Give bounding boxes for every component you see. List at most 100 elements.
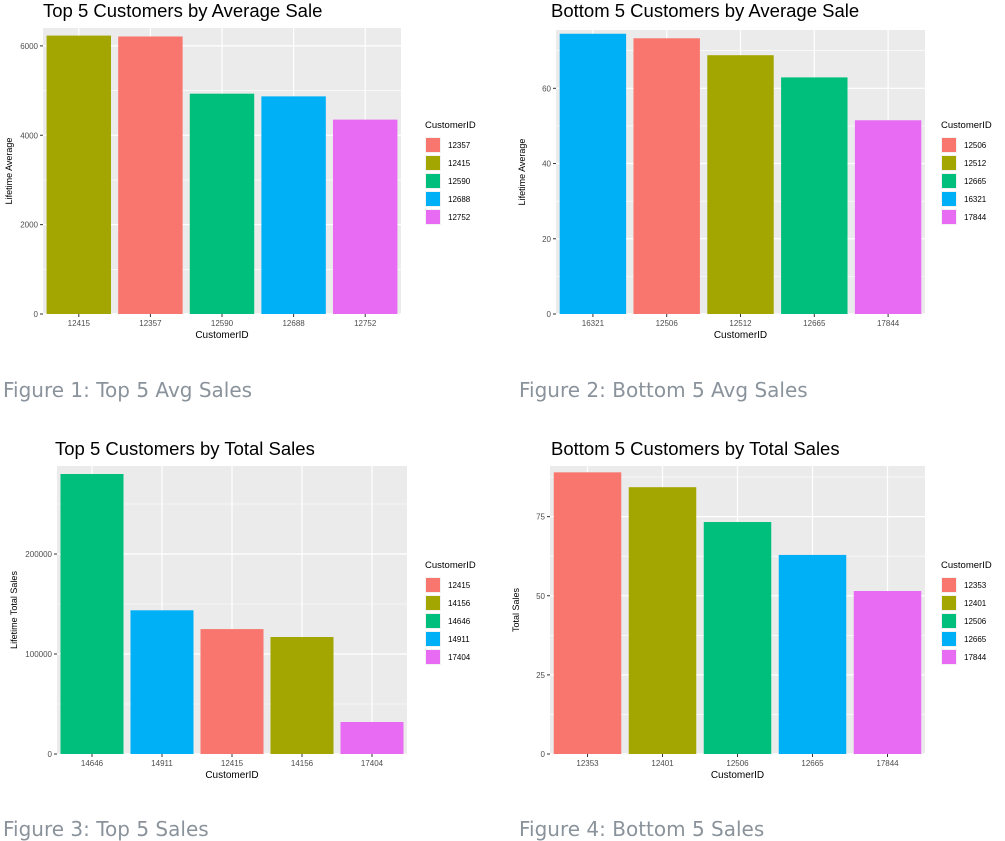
legend-swatch-17404 bbox=[426, 650, 440, 664]
bar-12590 bbox=[189, 93, 255, 314]
legend-label-12506: 12506 bbox=[964, 141, 987, 150]
legend-label-12415: 12415 bbox=[448, 159, 471, 168]
x-tick-label: 17404 bbox=[361, 759, 384, 768]
x-tick-label: 17844 bbox=[877, 319, 900, 328]
chart-top-5-total-sales: Top 5 Customers by Total Sales 0 100000 200… bbox=[9, 438, 476, 781]
bar-12752 bbox=[332, 119, 398, 314]
x-tick-label: 12506 bbox=[656, 319, 679, 328]
legend-label-12665: 12665 bbox=[964, 177, 987, 186]
x-axis-title: CustomerID bbox=[195, 330, 248, 341]
legend-label-12415: 12415 bbox=[448, 581, 471, 590]
chart-title: Top 5 Customers by Total Sales bbox=[55, 438, 315, 459]
x-tick-label: 12353 bbox=[576, 759, 599, 768]
x-tick-label: 12752 bbox=[354, 319, 377, 328]
legend-swatch-14911 bbox=[426, 632, 440, 646]
figure-3: Top 5 Customers by Total Sales 0 100000 200… bbox=[0, 438, 480, 788]
figure-2: Bottom 5 Customers by Average Sale 0 20 40 6… bbox=[517, 0, 1003, 350]
figure-4-caption: Figure 4: Bottom 5 Sales bbox=[519, 817, 765, 841]
legend-label-17844: 17844 bbox=[964, 653, 987, 662]
legend-label-14156: 14156 bbox=[448, 599, 471, 608]
x-axis-title: CustomerID bbox=[205, 770, 258, 781]
legend-swatch-12401 bbox=[942, 596, 956, 610]
figure-4: Bottom 5 Customers by Total Sales 0 25 50 75… bbox=[511, 438, 1003, 788]
bar-12401 bbox=[628, 487, 697, 754]
legend-label-12688: 12688 bbox=[448, 195, 471, 204]
legend-swatch-12590 bbox=[426, 174, 440, 188]
legend-label-12353: 12353 bbox=[964, 581, 987, 590]
x-tick-label: 12688 bbox=[282, 319, 305, 328]
x-tick-label: 14646 bbox=[81, 759, 104, 768]
bar-16321 bbox=[559, 33, 627, 314]
legend-swatch-16321 bbox=[942, 192, 956, 206]
bar-14156 bbox=[270, 637, 334, 754]
chart-title: Bottom 5 Customers by Average Sale bbox=[551, 0, 859, 21]
legend-label-17844: 17844 bbox=[964, 213, 987, 222]
legend-swatch-12665 bbox=[942, 632, 956, 646]
legend-swatch-14156 bbox=[426, 596, 440, 610]
bar-12353 bbox=[553, 472, 622, 754]
x-tick-label: 12401 bbox=[651, 759, 674, 768]
legend-title: CustomerID bbox=[425, 560, 476, 571]
legend-swatch-12357 bbox=[426, 138, 440, 152]
x-tick-label: 12512 bbox=[729, 319, 752, 328]
bar-17844 bbox=[853, 591, 922, 754]
chart-title: Top 5 Customers by Average Sale bbox=[43, 0, 322, 21]
legend-label-12401: 12401 bbox=[964, 599, 987, 608]
legend-swatch-14646 bbox=[426, 614, 440, 628]
y-tick-label: 0 bbox=[547, 310, 552, 319]
legend-label-12357: 12357 bbox=[448, 141, 471, 150]
legend-label-12590: 12590 bbox=[448, 177, 471, 186]
y-tick-label: 40 bbox=[542, 160, 551, 169]
y-tick-label: 20 bbox=[542, 235, 551, 244]
bar-17844 bbox=[854, 120, 922, 315]
legend-swatch-12353 bbox=[942, 578, 956, 592]
y-tick-label: 2000 bbox=[20, 221, 38, 230]
figure-3-caption: Figure 3: Top 5 Sales bbox=[3, 817, 209, 841]
legend-swatch-12415 bbox=[426, 578, 440, 592]
legend-title: CustomerID bbox=[941, 120, 992, 131]
x-tick-label: 17844 bbox=[876, 759, 899, 768]
y-tick-label: 75 bbox=[536, 513, 545, 522]
legend-label-17404: 17404 bbox=[448, 653, 471, 662]
x-tick-label: 14156 bbox=[291, 759, 314, 768]
figure-1-caption: Figure 1: Top 5 Avg Sales bbox=[3, 378, 253, 402]
legend-swatch-17844 bbox=[942, 210, 956, 224]
x-tick-label: 12415 bbox=[68, 319, 91, 328]
legend-swatch-12506 bbox=[942, 138, 956, 152]
chart-bottom-5-avg-sales: Bottom 5 Customers by Average Sale 0 20 40 6… bbox=[517, 0, 992, 341]
x-tick-label: 12415 bbox=[221, 759, 244, 768]
legend-swatch-12506 bbox=[942, 614, 956, 628]
y-tick-label: 0 bbox=[48, 750, 53, 759]
bar-12512 bbox=[707, 55, 774, 315]
legend-swatch-12688 bbox=[426, 192, 440, 206]
y-axis-title: Lifetime Average bbox=[517, 139, 527, 206]
y-axis-title: Total Sales bbox=[511, 587, 521, 632]
bar-12415 bbox=[46, 35, 112, 315]
bar-12357 bbox=[118, 36, 183, 314]
legend-label-12665: 12665 bbox=[964, 635, 987, 644]
x-tick-label: 16321 bbox=[582, 319, 605, 328]
legend-swatch-12752 bbox=[426, 210, 440, 224]
y-tick-label: 50 bbox=[536, 592, 545, 601]
chart-bottom-5-total-sales: Bottom 5 Customers by Total Sales 0 25 50 75… bbox=[511, 438, 992, 781]
bar-12688 bbox=[261, 96, 326, 314]
legend-title: CustomerID bbox=[425, 120, 476, 131]
bar-12665 bbox=[778, 554, 847, 754]
bar-14646 bbox=[60, 474, 124, 754]
x-tick-label: 14911 bbox=[151, 759, 173, 768]
figure-2-caption: Figure 2: Bottom 5 Avg Sales bbox=[519, 378, 808, 402]
legend-label-12752: 12752 bbox=[448, 213, 471, 222]
y-tick-label: 25 bbox=[536, 671, 545, 680]
legend-swatch-12665 bbox=[942, 174, 956, 188]
x-tick-label: 12506 bbox=[726, 759, 749, 768]
legend-label-12506: 12506 bbox=[964, 617, 987, 626]
x-axis-title: CustomerID bbox=[711, 770, 764, 781]
y-tick-label: 0 bbox=[541, 750, 546, 759]
x-tick-label: 12665 bbox=[803, 319, 826, 328]
legend-label-16321: 16321 bbox=[964, 195, 987, 204]
bar-17404 bbox=[340, 722, 404, 754]
legend-label-12512: 12512 bbox=[964, 159, 987, 168]
legend-swatch-17844 bbox=[942, 650, 956, 664]
legend-swatch-12512 bbox=[942, 156, 956, 170]
x-tick-label: 12590 bbox=[211, 319, 234, 328]
